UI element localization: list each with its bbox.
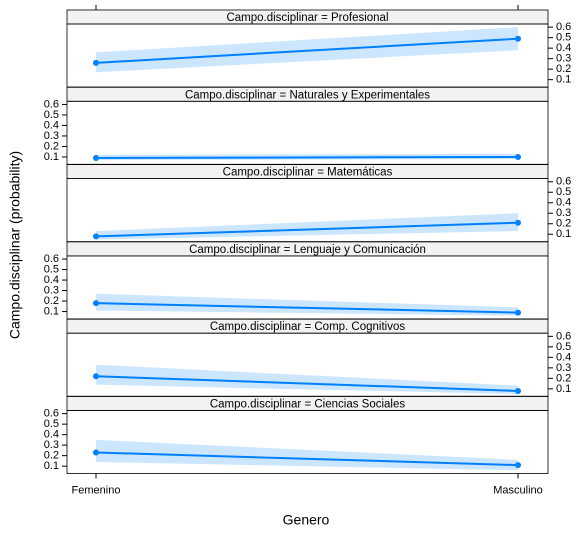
point [515, 219, 521, 226]
point [93, 373, 99, 380]
y-tick-label: 0.4 [44, 119, 59, 131]
y-tick-label: 0.4 [44, 274, 59, 286]
y-tick-label: 0.2 [556, 63, 571, 75]
point [515, 35, 521, 42]
y-tick-label: 0.3 [556, 207, 571, 219]
x-tick-label: Femenino [72, 484, 121, 496]
y-tick-label: 0.5 [556, 341, 571, 353]
y-tick-label: 0.4 [44, 429, 59, 441]
y-tick-label: 0.6 [556, 21, 571, 33]
y-tick-label: 0.2 [44, 140, 59, 152]
y-tick-label: 0.1 [556, 74, 571, 86]
y-tick-label: 0.2 [44, 450, 59, 462]
y-axis-title: Campo.disciplinar (probability) [7, 151, 23, 339]
y-tick-label: 0.1 [44, 305, 59, 317]
panel-title: Campo.disciplinar = Ciencias Sociales [210, 399, 406, 411]
y-tick-label: 0.1 [556, 383, 571, 395]
line [95, 302, 519, 314]
y-tick-label: 0.6 [44, 408, 59, 420]
line [95, 221, 519, 238]
y-tick-label: 0.5 [44, 263, 59, 275]
confidence-band [96, 213, 518, 240]
y-tick-label: 0.5 [44, 418, 59, 430]
confidence-band [96, 27, 518, 73]
y-tick-label: 0.3 [44, 439, 59, 451]
panel-title: Campo.disciplinar = Comp. Cognitivos [210, 321, 406, 333]
y-tick-label: 0.3 [556, 362, 571, 374]
line [95, 37, 519, 64]
point [93, 155, 99, 161]
panel-title: Campo.disciplinar = Profesional [226, 12, 388, 24]
y-tick-label: 0.1 [556, 228, 571, 240]
point [93, 300, 99, 307]
panel-frame [66, 410, 549, 474]
y-tick-label: 0.5 [44, 109, 59, 121]
y-tick-label: 0.3 [44, 130, 59, 142]
y-tick-label: 0.2 [556, 218, 571, 230]
y-tick-label: 0.6 [44, 253, 59, 265]
point [93, 233, 99, 240]
y-tick-label: 0.2 [556, 372, 571, 384]
y-tick-label: 0.5 [556, 186, 571, 198]
panel-title: Campo.disciplinar = Lenguaje y Comunicac… [189, 244, 426, 256]
y-tick-label: 0.1 [44, 151, 59, 163]
point [515, 387, 521, 394]
y-tick-label: 0.5 [556, 32, 571, 44]
y-tick-label: 0.2 [44, 295, 59, 307]
y-tick-label: 0.6 [44, 98, 59, 110]
panel-title: Campo.disciplinar = Naturales y Experime… [185, 89, 430, 101]
point [93, 59, 99, 66]
line [95, 451, 519, 467]
x-axis-title: Genero [283, 512, 330, 528]
point [93, 449, 99, 456]
y-tick-label: 0.6 [556, 176, 571, 188]
y-tick-label: 0.3 [556, 53, 571, 65]
point [515, 309, 521, 316]
line [95, 155, 519, 159]
y-tick-label: 0.4 [556, 197, 571, 209]
y-tick-label: 0.6 [556, 330, 571, 342]
point [515, 153, 521, 160]
x-tick-label: Masculino [493, 484, 543, 496]
y-tick-label: 0.3 [44, 284, 59, 296]
y-tick-label: 0.4 [556, 42, 571, 54]
point [515, 462, 521, 469]
line [95, 375, 519, 392]
y-tick-label: 0.1 [44, 460, 59, 472]
y-tick-label: 0.4 [556, 351, 571, 363]
panel-title: Campo.disciplinar = Matemáticas [223, 167, 393, 179]
